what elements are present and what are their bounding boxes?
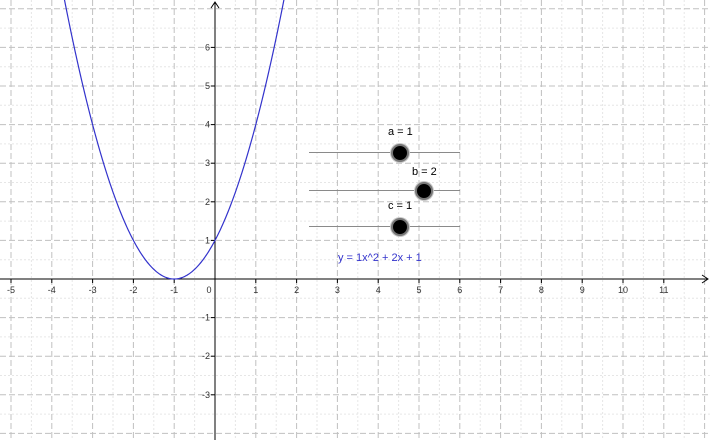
y-tick-label: 2 [205,197,210,207]
y-tick-label: 1 [205,235,210,245]
y-tick-label: 5 [205,81,210,91]
y-tick-label: -3 [202,390,210,400]
slider-b-caption: b = 2 [412,166,437,178]
function-equation-label[interactable]: y = 1x^2 + 2x + 1 [338,252,422,264]
y-tick-label: 4 [205,120,210,130]
slider-a-track[interactable] [309,152,460,153]
y-axis-arrow [210,1,220,9]
x-tick-label: 0 [206,285,211,295]
slider-b-track[interactable] [309,190,460,191]
y-tick-label: -2 [202,351,210,361]
x-tick-label: 9 [580,285,585,295]
x-tick-label: -4 [48,285,56,295]
x-tick-label: -2 [129,285,137,295]
slider-b-handle[interactable] [415,182,433,200]
x-tick-label: 8 [539,285,544,295]
y-tick-label: -1 [202,313,210,323]
parabola-curve[interactable] [56,0,293,280]
x-tick-label: -3 [89,285,97,295]
y-tick-label: 6 [205,42,210,52]
x-tick-label: 10 [618,285,628,295]
slider-c-handle[interactable] [391,218,409,236]
slider-c-caption: c = 1 [388,200,413,212]
x-tick-label: 7 [498,285,503,295]
x-tick-label: -1 [170,285,178,295]
x-axis-arrow [701,274,709,284]
x-tick-label: -5 [7,285,15,295]
slider-a-caption: a = 1 [388,126,413,138]
x-tick-label: 4 [376,285,381,295]
x-tick-label: 11 [659,285,668,295]
x-tick-label: 5 [416,285,421,295]
x-tick-label: 6 [457,285,462,295]
y-tick-label: 3 [205,158,210,168]
slider-a-handle[interactable] [391,144,409,162]
x-tick-label: 1 [253,285,258,295]
slider-c-track[interactable] [309,226,460,227]
x-tick-label: 2 [294,285,299,295]
x-tick-label: 3 [335,285,340,295]
